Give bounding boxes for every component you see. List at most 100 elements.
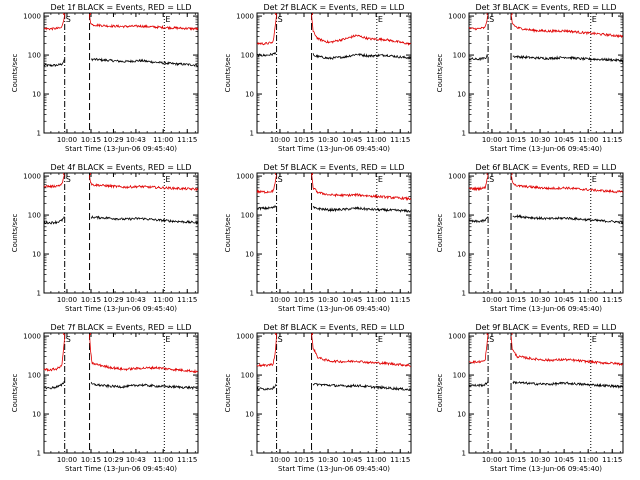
y-tick-label: 1000 bbox=[236, 13, 254, 21]
y-tick-label: 1 bbox=[250, 450, 254, 458]
series-events-line bbox=[312, 382, 412, 391]
x-tick-label: 10:00 bbox=[270, 456, 290, 464]
plot-frame bbox=[43, 12, 199, 134]
x-tick-label: 10:00 bbox=[57, 136, 77, 144]
y-tick-label: 1 bbox=[250, 130, 254, 138]
x-tick-label: 10:15 bbox=[506, 456, 526, 464]
series-events-line bbox=[90, 215, 199, 225]
panel-1: Det 1f BLACK = Events, RED = LLD 1 10 100 10… bbox=[11, 3, 199, 153]
y-tick-label: 1000 bbox=[23, 333, 41, 341]
y-tick-label: 10 bbox=[245, 251, 254, 259]
x-tick-label: 10:29 bbox=[103, 296, 123, 304]
x-tick-label: 10:45 bbox=[554, 296, 574, 304]
plot-frame bbox=[43, 172, 199, 294]
x-tick-label: 10:45 bbox=[554, 456, 574, 464]
x-tick-label: 10:00 bbox=[270, 296, 290, 304]
x-tick-label: 11:15 bbox=[390, 456, 410, 464]
x-tick-label: 10:15 bbox=[506, 136, 526, 144]
y-tick-label: 100 bbox=[241, 52, 254, 60]
marker-S: S bbox=[489, 15, 494, 24]
x-tick-label: 11:00 bbox=[153, 296, 173, 304]
x-tick-label: 11:00 bbox=[366, 136, 386, 144]
y-tick-label: 10 bbox=[32, 411, 41, 419]
x-tick-label: 10:43 bbox=[126, 456, 146, 464]
marker-S: S bbox=[66, 335, 71, 344]
x-axis-label: Start Time (13-Jun-06 09:45:40) bbox=[490, 305, 602, 313]
series-events-line bbox=[43, 381, 65, 390]
x-tick-label: 10:43 bbox=[126, 296, 146, 304]
y-tick-label: 10 bbox=[457, 251, 466, 259]
x-tick-label: 10:45 bbox=[342, 136, 362, 144]
marker-S: S bbox=[278, 175, 283, 184]
x-tick-label: 10:29 bbox=[103, 456, 123, 464]
series-lld-line bbox=[89, 334, 198, 374]
y-tick-label: 100 bbox=[28, 212, 41, 220]
x-tick-label: 10:15 bbox=[81, 136, 101, 144]
x-axis-label: Start Time (13-Jun-06 09:45:40) bbox=[278, 465, 390, 473]
series-lld-line bbox=[43, 333, 66, 373]
x-tick-label: 11:00 bbox=[578, 456, 598, 464]
series-lld-line bbox=[311, 173, 412, 201]
y-axis-label: Counts/sec bbox=[11, 54, 19, 93]
y-tick-label: 1 bbox=[37, 450, 41, 458]
panel-7: Det 7f BLACK = Events, RED = LLD 1 10 100 10… bbox=[11, 323, 199, 473]
series-lld-line bbox=[311, 333, 411, 367]
x-tick-label: 11:00 bbox=[578, 136, 598, 144]
series-lld-line bbox=[510, 175, 624, 194]
y-tick-label: 1 bbox=[37, 290, 41, 298]
x-tick-label: 10:00 bbox=[57, 296, 77, 304]
y-axis-label: Counts/sec bbox=[224, 214, 232, 253]
x-tick-label: 11:00 bbox=[153, 136, 173, 144]
y-tick-label: 100 bbox=[453, 372, 466, 380]
series-lld-line bbox=[43, 174, 65, 189]
x-tick-label: 10:15 bbox=[81, 456, 101, 464]
y-tick-label: 1000 bbox=[23, 173, 41, 181]
plot-frame bbox=[468, 12, 624, 134]
panel-title: Det 1f BLACK = Events, RED = LLD bbox=[50, 3, 191, 12]
x-tick-label: 10:30 bbox=[530, 296, 550, 304]
panel-title: Det 6f BLACK = Events, RED = LLD bbox=[475, 163, 616, 172]
series-lld-line bbox=[469, 333, 489, 365]
marker-E: E bbox=[592, 175, 597, 184]
y-tick-label: 1 bbox=[250, 290, 254, 298]
y-tick-label: 1 bbox=[37, 130, 41, 138]
x-tick-label: 10:00 bbox=[482, 296, 502, 304]
plot-frame bbox=[468, 332, 624, 454]
series-lld-line bbox=[89, 14, 199, 31]
x-tick-label: 11:00 bbox=[578, 296, 598, 304]
series-lld-line bbox=[510, 336, 623, 366]
x-tick-label: 11:00 bbox=[366, 296, 386, 304]
series-events-line bbox=[468, 216, 489, 224]
series-events-line bbox=[512, 54, 624, 63]
series-events-line bbox=[90, 381, 199, 391]
x-axis-label: Start Time (13-Jun-06 09:45:40) bbox=[278, 145, 390, 153]
marker-S: S bbox=[66, 15, 71, 24]
y-tick-label: 100 bbox=[28, 372, 41, 380]
x-tick-label: 10:00 bbox=[482, 456, 502, 464]
x-tick-label: 11:15 bbox=[177, 296, 197, 304]
marker-S: S bbox=[278, 15, 283, 24]
series-events-line bbox=[43, 59, 65, 68]
y-tick-label: 10 bbox=[245, 411, 254, 419]
y-axis-label: Counts/sec bbox=[224, 374, 232, 413]
x-tick-label: 11:15 bbox=[177, 136, 197, 144]
x-tick-label: 10:29 bbox=[103, 136, 123, 144]
marker-S: S bbox=[66, 175, 71, 184]
y-axis-label: Counts/sec bbox=[436, 54, 444, 93]
x-tick-label: 11:15 bbox=[602, 456, 622, 464]
series-lld-line bbox=[311, 14, 411, 46]
x-tick-label: 10:00 bbox=[482, 136, 502, 144]
series-events-line bbox=[256, 383, 277, 391]
x-tick-label: 11:15 bbox=[602, 296, 622, 304]
panel-3: Det 3f BLACK = Events, RED = LLD 1 10 100 10… bbox=[436, 3, 624, 153]
x-tick-label: 10:15 bbox=[294, 296, 314, 304]
y-axis-label: Counts/sec bbox=[11, 374, 19, 413]
y-tick-label: 1 bbox=[462, 290, 466, 298]
x-tick-label: 11:00 bbox=[153, 456, 173, 464]
series-events-line bbox=[312, 205, 412, 213]
x-tick-label: 10:15 bbox=[294, 136, 314, 144]
panel-title: Det 8f BLACK = Events, RED = LLD bbox=[263, 323, 404, 332]
series-lld-line bbox=[468, 14, 489, 31]
panel-title: Det 4f BLACK = Events, RED = LLD bbox=[50, 163, 191, 172]
